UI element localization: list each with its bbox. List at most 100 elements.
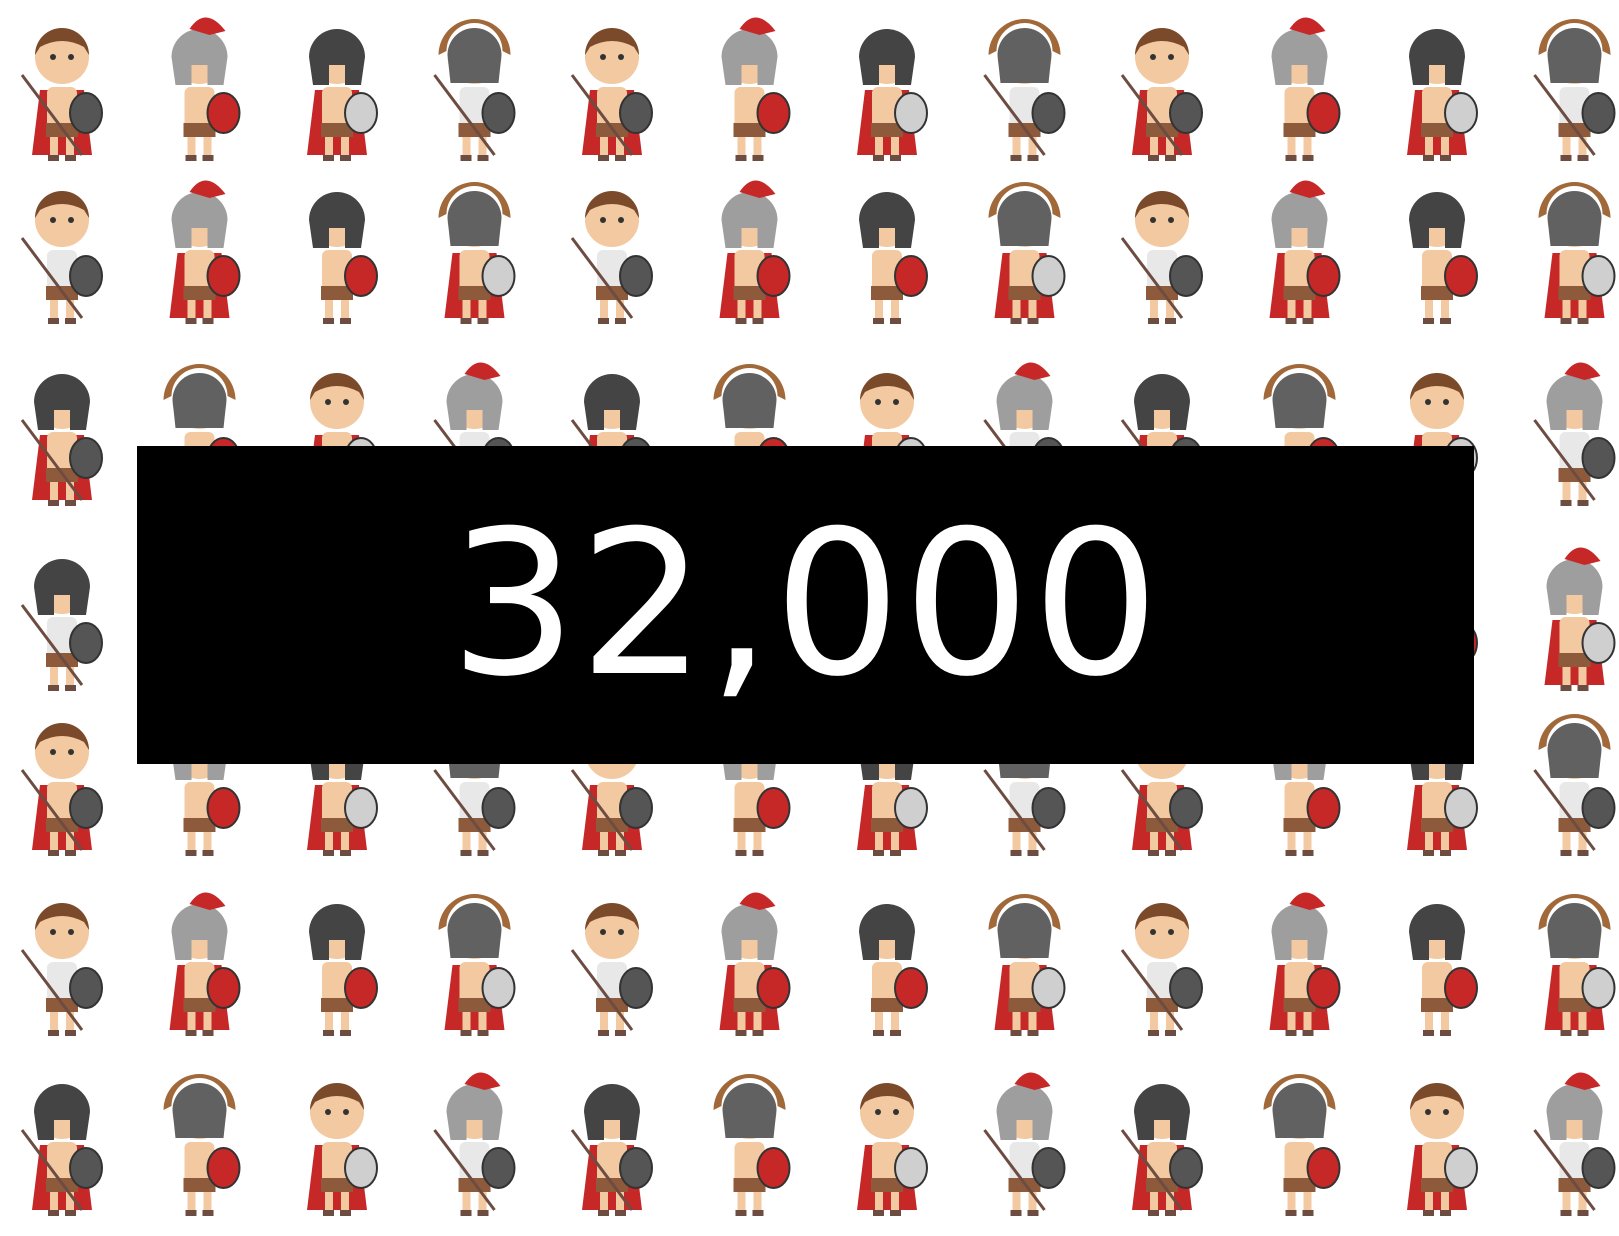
warrior	[1122, 903, 1202, 1036]
sandal	[1561, 1030, 1572, 1036]
sandal	[1440, 1030, 1451, 1036]
sandal	[1440, 318, 1451, 324]
shield	[1033, 256, 1065, 296]
sandal	[478, 1210, 489, 1216]
warrior	[1545, 547, 1615, 691]
warrior	[1270, 892, 1340, 1036]
sandal	[615, 1030, 626, 1036]
sandal	[890, 1210, 901, 1216]
shield	[70, 788, 102, 828]
helmet	[173, 373, 227, 428]
shield	[208, 256, 240, 296]
sandal	[1303, 850, 1314, 856]
shield	[70, 968, 102, 1008]
sandal	[598, 1210, 609, 1216]
eye	[50, 929, 56, 935]
sandal	[1440, 155, 1451, 161]
warrior	[1539, 182, 1615, 324]
shield	[208, 1148, 240, 1188]
warrior	[572, 28, 652, 161]
sandal	[1165, 850, 1176, 856]
sandal	[48, 155, 59, 161]
eye	[600, 54, 606, 60]
helmet	[448, 191, 502, 246]
shield	[208, 93, 240, 133]
sandal	[323, 155, 334, 161]
slide: 32,000	[0, 0, 1619, 1236]
eye	[325, 399, 331, 405]
shield	[1170, 93, 1202, 133]
eye	[1150, 54, 1156, 60]
warrior	[170, 892, 240, 1036]
sandal	[1028, 1030, 1039, 1036]
eye	[893, 399, 899, 405]
warrior	[22, 191, 102, 324]
eye	[618, 217, 624, 223]
shield	[758, 93, 790, 133]
shield	[1583, 93, 1615, 133]
shield	[1445, 968, 1477, 1008]
warrior	[307, 29, 377, 161]
warrior	[859, 192, 927, 324]
sandal	[1578, 318, 1589, 324]
sandal	[753, 850, 764, 856]
sandal	[1011, 155, 1022, 161]
sandal	[1286, 155, 1297, 161]
sandal	[1011, 850, 1022, 856]
sandal	[736, 1030, 747, 1036]
shield	[758, 788, 790, 828]
warrior	[1270, 180, 1340, 324]
sandal	[65, 318, 76, 324]
shield	[758, 968, 790, 1008]
helmet	[1548, 28, 1602, 83]
sandal	[48, 1210, 59, 1216]
sandal	[1028, 850, 1039, 856]
sandal	[1165, 1210, 1176, 1216]
sandal	[1028, 1210, 1039, 1216]
sandal	[1028, 155, 1039, 161]
eye	[1168, 217, 1174, 223]
sandal	[1578, 500, 1589, 506]
sandal	[890, 318, 901, 324]
sandal	[1440, 1210, 1451, 1216]
eye	[68, 929, 74, 935]
warrior	[714, 1074, 790, 1216]
sandal	[478, 155, 489, 161]
sandal	[1148, 850, 1159, 856]
sandal	[65, 500, 76, 506]
sandal	[753, 318, 764, 324]
helmet	[998, 28, 1052, 83]
shield	[1308, 93, 1340, 133]
shield	[895, 788, 927, 828]
eye	[50, 749, 56, 755]
warrior	[722, 17, 790, 161]
shield	[1583, 256, 1615, 296]
sandal	[1561, 685, 1572, 691]
sandal	[323, 1210, 334, 1216]
sandal	[323, 850, 334, 856]
sandal	[1578, 155, 1589, 161]
sandal	[1165, 155, 1176, 161]
warrior	[1409, 904, 1477, 1036]
warrior	[572, 191, 652, 324]
sandal	[186, 155, 197, 161]
warrior	[1535, 362, 1615, 506]
sandal	[1423, 1030, 1434, 1036]
sandal	[1286, 318, 1297, 324]
sandal	[340, 1210, 351, 1216]
sandal	[1423, 1210, 1434, 1216]
sandal	[65, 1210, 76, 1216]
helmet	[1548, 191, 1602, 246]
shield	[345, 788, 377, 828]
shield	[1308, 256, 1340, 296]
sandal	[736, 1210, 747, 1216]
eye	[1168, 929, 1174, 935]
sandal	[203, 155, 214, 161]
shield	[758, 1148, 790, 1188]
helmet	[173, 1083, 227, 1138]
shield	[1170, 1148, 1202, 1188]
sandal	[598, 1030, 609, 1036]
sandal	[65, 850, 76, 856]
warrior	[307, 1083, 377, 1216]
sandal	[1561, 500, 1572, 506]
